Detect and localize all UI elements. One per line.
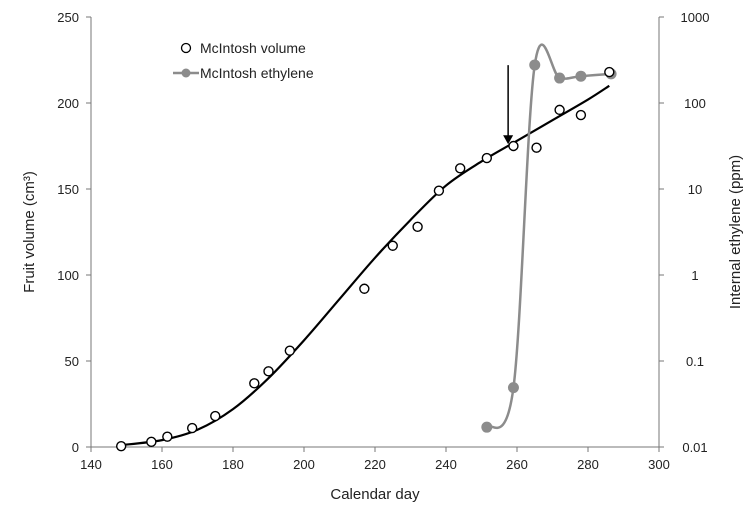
x-tick-label: 180 — [222, 457, 244, 472]
ethylene-series-line — [485, 43, 612, 430]
volume-point — [186, 422, 198, 434]
volume-point — [508, 140, 519, 152]
y-tick-label: 200 — [57, 96, 79, 111]
x-tick-label: 140 — [80, 457, 102, 472]
ethylene-point — [554, 72, 566, 84]
legend: McIntosh volume McIntosh ethylene — [173, 40, 314, 81]
volume-point — [433, 185, 445, 196]
x-tick-label: 160 — [151, 457, 173, 472]
y2-tick-label: 0.01 — [682, 440, 707, 455]
x-tick-label: 260 — [506, 457, 528, 472]
legend-marker-ethylene — [181, 68, 191, 78]
y-tick-label: 0 — [72, 440, 79, 455]
y2-tick-label: 1000 — [681, 10, 710, 25]
volume-point — [162, 431, 173, 442]
volume-point — [481, 152, 493, 164]
ethylene-point — [507, 382, 519, 394]
y-tick-label: 150 — [57, 182, 79, 197]
x-tick-label: 220 — [364, 457, 386, 472]
y-tick-label: 50 — [65, 354, 79, 369]
x-tick-label: 240 — [435, 457, 457, 472]
ethylene-point — [529, 59, 541, 71]
legend-label-volume: McIntosh volume — [200, 40, 306, 56]
x-tick-label: 200 — [293, 457, 315, 472]
axes: 140 160 180 200 220 240 260 280 300 0 50 100 150 200 2… — [57, 10, 709, 472]
y2-axis-title: Internal ethylene (ppm) — [727, 155, 744, 309]
volume-point — [284, 345, 295, 356]
volume-point — [210, 410, 221, 422]
x-axis-title: Calendar day — [330, 486, 420, 503]
y-axis-title: Fruit volume (cm³) — [21, 171, 38, 293]
marks — [115, 43, 617, 452]
volume-point — [115, 440, 127, 452]
volume-point — [604, 66, 615, 78]
volume-point — [531, 142, 542, 153]
volume-point — [263, 366, 274, 377]
fit-curve-line — [119, 84, 610, 447]
y2-tick-label: 1 — [691, 268, 698, 283]
y2-tick-label: 0.1 — [686, 354, 704, 369]
y-tick-label: 100 — [57, 268, 79, 283]
x-tick-label: 280 — [577, 457, 599, 472]
volume-point — [359, 283, 370, 294]
harvest-arrow-head — [503, 135, 514, 145]
y2-tick-label: 10 — [688, 182, 702, 197]
legend-label-ethylene: McIntosh ethylene — [200, 65, 314, 81]
ethylene-point — [481, 421, 493, 433]
x-tick-label: 300 — [648, 457, 670, 472]
y-tick-label: 250 — [57, 10, 79, 25]
volume-point — [554, 104, 565, 116]
volume-point — [412, 221, 423, 233]
volume-point — [146, 436, 157, 448]
volume-point — [249, 378, 260, 389]
volume-point — [455, 163, 466, 174]
legend-marker-volume — [180, 42, 192, 54]
volume-point — [387, 240, 398, 251]
y2-tick-label: 100 — [684, 96, 706, 111]
volume-point — [575, 109, 587, 121]
ethylene-point — [575, 70, 587, 82]
